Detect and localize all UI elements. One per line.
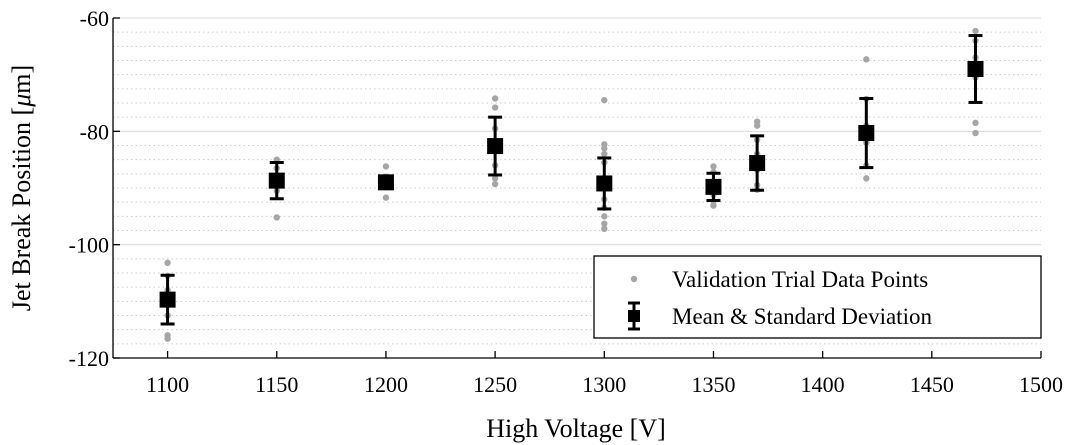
- x-tick-label: 1300: [582, 372, 626, 397]
- y-tick-label: -80: [80, 119, 109, 144]
- trial-data-point: [972, 119, 979, 127]
- x-tick-label: 1350: [691, 372, 735, 397]
- mean-marker: [377, 174, 394, 191]
- y-axis-label-mu: μ: [7, 94, 36, 108]
- data-layer: [159, 27, 984, 342]
- y-axis-label-suffix: m]: [7, 65, 36, 94]
- mean-marker: [858, 125, 875, 142]
- mean-marker: [967, 61, 984, 77]
- axes-layer: -120 -100 -80 -60 1100 1150 1200 1250 1300 1350 14…: [69, 6, 1063, 397]
- x-tick-label: 1450: [910, 372, 954, 397]
- legend-box: [593, 255, 1042, 339]
- mean-marker: [487, 138, 504, 155]
- trial-data-point: [601, 150, 608, 158]
- trial-data-point: [273, 214, 280, 221]
- x-tick-label: 1200: [364, 372, 408, 397]
- legend-label-mean: Mean & Standard Deviation: [672, 304, 932, 329]
- x-tick-label: 1150: [255, 372, 298, 397]
- mean-marker: [268, 172, 285, 189]
- mean-marker: [705, 178, 722, 195]
- trial-data-point: [601, 220, 608, 227]
- trial-data-point: [710, 202, 717, 209]
- trial-data-point: [164, 259, 171, 266]
- trial-data-point: [601, 213, 608, 220]
- trial-data-point: [164, 335, 171, 342]
- y-tick-label: -120: [69, 346, 109, 371]
- x-tick-label: 1250: [473, 372, 517, 397]
- legend: Validation Trial Data Points Mean & Stan…: [593, 255, 1042, 339]
- trial-data-point: [491, 180, 499, 188]
- x-axis-label: High Voltage [V]: [486, 414, 666, 443]
- trial-data-point: [972, 27, 979, 35]
- trial-data-point: [382, 163, 390, 170]
- legend-mean-square: [628, 310, 640, 322]
- trial-data-point: [382, 194, 390, 201]
- x-tick-label: 1400: [801, 372, 845, 397]
- legend-marker-points: [630, 275, 638, 283]
- x-tick-label: 1100: [146, 372, 189, 397]
- x-tick-label: 1500: [1019, 372, 1063, 397]
- trial-data-point: [710, 163, 717, 170]
- grid-layer: [113, 17, 1041, 345]
- y-tick-label: -60: [80, 6, 109, 31]
- legend-label-points: Validation Trial Data Points: [672, 267, 928, 292]
- trial-data-point: [753, 122, 761, 129]
- trial-data-point: [972, 129, 979, 137]
- trial-data-point: [863, 56, 870, 63]
- trial-data-point: [601, 225, 608, 232]
- legend-marker-mean: [628, 301, 640, 331]
- trial-data-point: [601, 96, 608, 104]
- mean-marker: [596, 175, 613, 192]
- trial-data-point: [491, 175, 499, 182]
- y-axis-label: Jet Break Position [μm]: [7, 65, 36, 311]
- trial-data-point: [491, 95, 499, 102]
- trial-data-point: [863, 175, 870, 182]
- y-tick-label: -100: [69, 233, 109, 258]
- mean-marker: [159, 291, 176, 308]
- trial-data-point: [601, 145, 608, 152]
- trial-data-point: [491, 104, 499, 111]
- y-axis-label-prefix: Jet Break Position [: [7, 107, 36, 311]
- mean-marker: [749, 155, 766, 172]
